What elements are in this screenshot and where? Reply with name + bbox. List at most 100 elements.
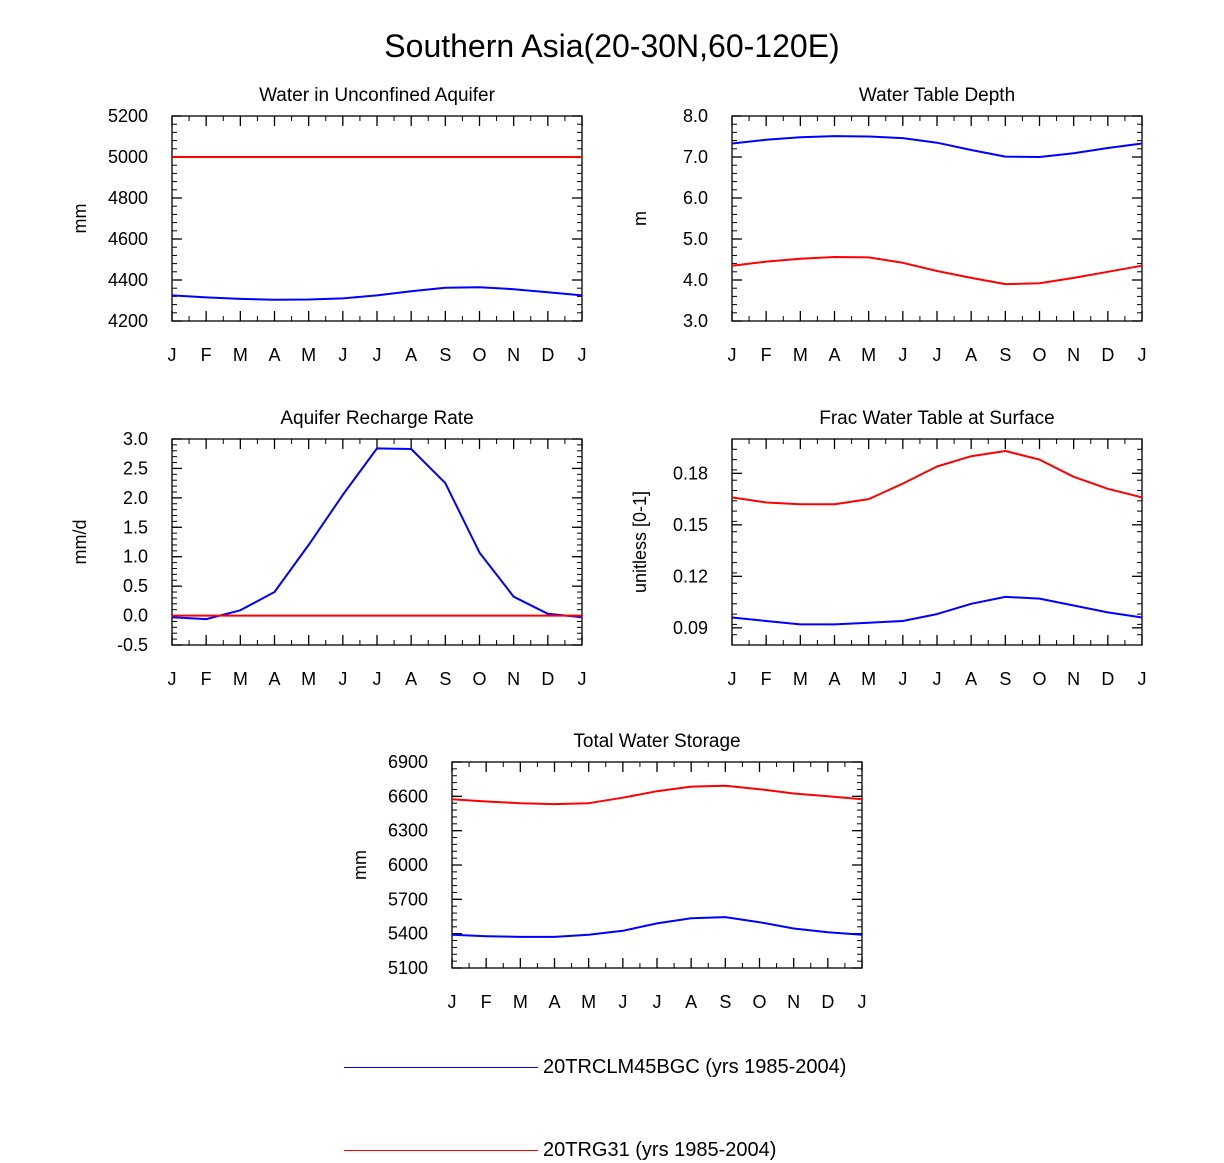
y-tick-label: 3.0 [123, 429, 148, 449]
panel-title: Frac Water Table at Surface [819, 408, 1055, 429]
y-axis-label: unitless [0-1] [630, 491, 650, 593]
y-tick-label: 4600 [108, 229, 148, 249]
x-tick-label: M [793, 669, 808, 689]
series-line-20trg31-yrs-1985-2004 [731, 256, 1143, 286]
y-tick-label: 6000 [388, 855, 428, 875]
x-tick-label: J [898, 669, 907, 689]
x-tick-label: J [728, 345, 737, 365]
y-axis-label: m [630, 211, 650, 226]
series-line-20trclm45bgc-yrs-1985-2004 [451, 916, 863, 938]
x-tick-label: J [373, 345, 382, 365]
legend-label: 20TRCLM45BGC (yrs 1985-2004) [543, 1056, 847, 1078]
x-tick-label: J [728, 669, 737, 689]
y-tick-label: 3.0 [683, 311, 708, 331]
x-tick-label: J [168, 345, 177, 365]
x-tick-label: A [965, 345, 977, 365]
y-tick-label: 4.0 [683, 270, 708, 290]
x-tick-label: N [787, 992, 800, 1012]
legend-line-red [344, 1150, 538, 1151]
y-tick-label: 0.18 [673, 463, 708, 483]
x-tick-label: F [761, 669, 772, 689]
x-tick-label: J [618, 992, 627, 1012]
y-tick-label: 0.5 [123, 576, 148, 596]
y-tick-label: 0.09 [673, 618, 708, 638]
y-tick-label: 6600 [388, 786, 428, 806]
y-tick-label: 7.0 [683, 147, 708, 167]
x-tick-label: N [507, 669, 520, 689]
x-tick-label: S [999, 345, 1011, 365]
x-tick-label: S [719, 992, 731, 1012]
x-tick-label: J [858, 992, 867, 1012]
x-tick-label: D [821, 992, 834, 1012]
y-tick-label: 6900 [388, 752, 428, 772]
x-tick-label: M [581, 992, 596, 1012]
y-tick-label: 2.5 [123, 458, 148, 478]
x-tick-label: F [481, 992, 492, 1012]
x-tick-label: S [439, 345, 451, 365]
x-tick-label: O [1032, 669, 1046, 689]
x-tick-label: A [548, 992, 560, 1012]
x-tick-label: J [933, 669, 942, 689]
y-axis-label: mm [70, 204, 90, 234]
series-line-20trg31-yrs-1985-2004 [451, 784, 863, 806]
y-tick-label: 5000 [108, 147, 148, 167]
x-tick-label: O [1032, 345, 1046, 365]
panel-title: Water in Unconfined Aquifer [259, 85, 496, 106]
y-axis-label: mm [350, 850, 370, 880]
y-tick-label: 0.15 [673, 515, 708, 535]
y-axis-label: mm/d [70, 520, 90, 565]
x-tick-label: S [999, 669, 1011, 689]
panel-title: Water Table Depth [859, 85, 1015, 106]
x-tick-label: M [513, 992, 528, 1012]
y-tick-label: 6300 [388, 821, 428, 841]
y-tick-label: 5200 [108, 106, 148, 126]
legend-label: 20TRG31 (yrs 1985-2004) [543, 1139, 777, 1161]
x-tick-label: J [1138, 669, 1147, 689]
figure-title: Southern Asia(20-30N,60-120E) [384, 28, 840, 64]
x-tick-label: A [685, 992, 697, 1012]
x-tick-label: J [168, 669, 177, 689]
y-tick-label: 8.0 [683, 106, 708, 126]
x-tick-label: J [1138, 345, 1147, 365]
x-tick-label: A [268, 669, 280, 689]
series-line-20trclm45bgc-yrs-1985-2004 [171, 447, 583, 621]
x-tick-label: D [1101, 669, 1114, 689]
x-tick-label: O [752, 992, 766, 1012]
y-tick-label: 5.0 [683, 229, 708, 249]
x-tick-label: J [898, 345, 907, 365]
panel-title: Aquifer Recharge Rate [280, 408, 473, 429]
x-tick-label: D [541, 345, 554, 365]
x-tick-label: A [405, 345, 417, 365]
y-tick-label: 1.0 [123, 547, 148, 567]
x-tick-label: J [338, 669, 347, 689]
x-tick-label: A [965, 669, 977, 689]
y-tick-label: 0.0 [123, 606, 148, 626]
y-tick-label: 4400 [108, 270, 148, 290]
x-tick-label: J [373, 669, 382, 689]
y-tick-label: 5400 [388, 924, 428, 944]
y-tick-label: 2.0 [123, 488, 148, 508]
series-line-20trclm45bgc-yrs-1985-2004 [731, 135, 1143, 158]
x-tick-label: A [268, 345, 280, 365]
x-tick-label: J [338, 345, 347, 365]
x-tick-label: N [507, 345, 520, 365]
x-tick-label: F [761, 345, 772, 365]
y-tick-label: 6.0 [683, 188, 708, 208]
y-tick-label: 5700 [388, 889, 428, 909]
x-tick-label: J [653, 992, 662, 1012]
x-tick-label: J [933, 345, 942, 365]
x-tick-label: M [861, 669, 876, 689]
x-tick-label: M [793, 345, 808, 365]
y-tick-label: 0.12 [673, 566, 708, 586]
x-tick-label: M [301, 669, 316, 689]
x-tick-label: D [541, 669, 554, 689]
y-tick-label: 1.5 [123, 517, 148, 537]
series-line-20trclm45bgc-yrs-1985-2004 [171, 286, 583, 301]
plot-frame [171, 438, 583, 646]
